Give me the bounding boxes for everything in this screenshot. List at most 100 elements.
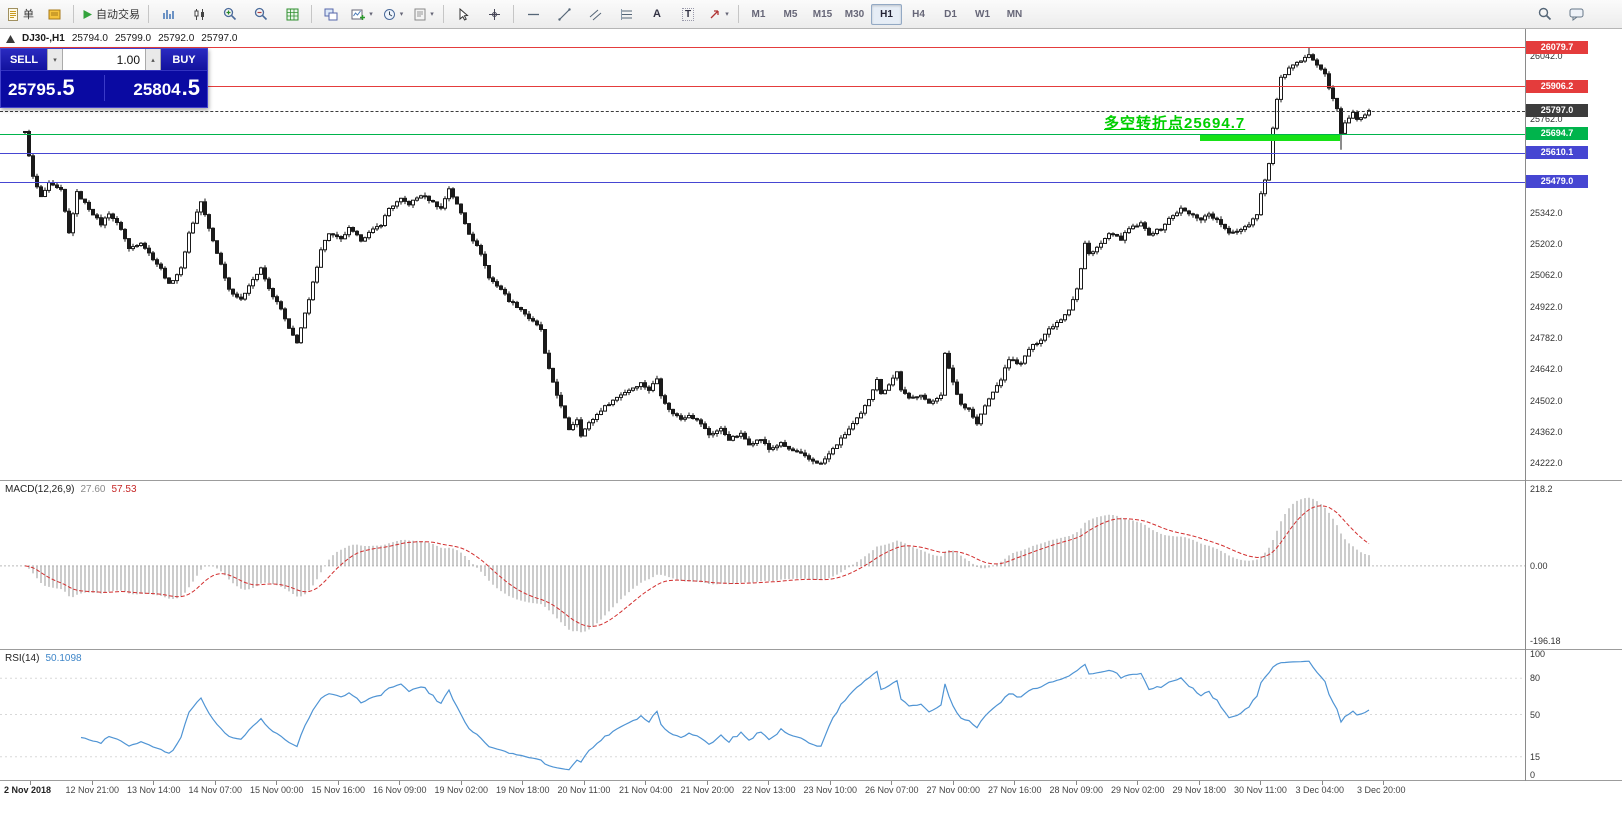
- rsi-canvas[interactable]: [0, 650, 1525, 780]
- timeframe-w1-button[interactable]: W1: [975, 8, 990, 20]
- time-axis[interactable]: 2 Nov 2018 12 Nov 21:00 13 Nov 14:00 14 Nov…: [0, 781, 1622, 823]
- macd-axis-top: 218.2: [1530, 484, 1553, 494]
- horizontal-level-line[interactable]: [0, 152, 1525, 154]
- crosshair-button[interactable]: [479, 2, 509, 26]
- trade-panel-divider: [103, 75, 105, 101]
- trendline-tool-button[interactable]: [549, 2, 579, 26]
- search-button[interactable]: [1530, 2, 1560, 26]
- timeframe-h1-button[interactable]: H1: [871, 3, 902, 25]
- time-axis-tick: [153, 781, 154, 785]
- zoom-in-icon: [223, 7, 237, 21]
- time-axis-label: 21 Nov 20:00: [680, 785, 735, 795]
- tile-windows-icon: [324, 8, 338, 20]
- price-axis-tick: 26042.0: [1530, 50, 1563, 61]
- timeframe-m15-button[interactable]: M15: [812, 8, 833, 20]
- label-tool-button[interactable]: T: [673, 2, 703, 26]
- text-tool-icon: A: [653, 8, 661, 20]
- rsi-axis-tick: 100: [1530, 649, 1546, 659]
- horizontal-level-line[interactable]: [0, 133, 1525, 135]
- toolbar-separator: [738, 5, 739, 23]
- period-button[interactable]: ▾: [378, 2, 408, 26]
- panel-separator[interactable]: [0, 480, 1622, 481]
- time-axis-tick: [706, 781, 708, 785]
- fibonacci-icon: [620, 8, 632, 20]
- market-watch-button[interactable]: [39, 2, 69, 26]
- new-order-label: 单: [23, 9, 34, 21]
- time-axis-label: 21 Nov 04:00: [619, 785, 673, 795]
- ohlc-close: 25797.0: [201, 33, 238, 44]
- channel-tool-button[interactable]: [580, 2, 610, 26]
- buy-price-pips: .5: [181, 75, 200, 100]
- macd-panel[interactable]: MACD(12,26,9) 27.60 57.53 218.2 0.00 -19…: [0, 481, 1622, 649]
- trendline-icon: [557, 7, 571, 21]
- time-axis-tick: [1137, 781, 1138, 785]
- time-axis-tick: [583, 781, 585, 785]
- rsi-axis-tick: 80: [1530, 673, 1541, 684]
- lot-decrease-button[interactable]: ▾: [47, 49, 63, 70]
- rsi-axis-tick: 15: [1530, 751, 1541, 762]
- horizontal-line-tool-button[interactable]: [518, 2, 548, 26]
- autotrading-button[interactable]: 自动交易: [78, 2, 144, 26]
- macd-axis-bottom: -196.18: [1530, 636, 1561, 646]
- toolbar-separator: [311, 5, 312, 23]
- timeframe-m30-button[interactable]: M30: [844, 8, 865, 20]
- candlestick-canvas[interactable]: [0, 28, 1525, 480]
- horizontal-line-icon: [527, 13, 539, 15]
- tile-windows-button[interactable]: [316, 2, 346, 26]
- horizontal-level-line[interactable]: [0, 47, 1525, 49]
- macd-canvas[interactable]: [0, 481, 1525, 649]
- timeframe-m5-button[interactable]: M5: [783, 8, 798, 20]
- time-axis-tick: [952, 781, 954, 785]
- time-axis-tick: [1198, 781, 1200, 785]
- time-axis-label: 15 Nov 16:00: [311, 785, 366, 795]
- indicators-button[interactable]: [277, 2, 307, 26]
- time-axis-label: 20 Nov 11:00: [557, 785, 611, 795]
- candlestick-chart-button[interactable]: [184, 2, 214, 26]
- macd-axis-zero: 0.00: [1530, 560, 1548, 571]
- price-axis-tick: 24502.0: [1530, 395, 1563, 406]
- symbol-icon: [6, 34, 15, 43]
- rsi-panel[interactable]: RSI(14) 50.1098 100 80 50 15 0: [0, 649, 1622, 780]
- zoom-in-button[interactable]: [215, 2, 245, 26]
- new-chart-button[interactable]: ▾: [347, 2, 377, 26]
- time-axis-label: 14 Nov 07:00: [188, 785, 243, 795]
- cursor-button[interactable]: [448, 2, 478, 26]
- time-axis-label: 15 Nov 00:00: [250, 785, 304, 795]
- timeframe-mn-button[interactable]: MN: [1006, 8, 1023, 20]
- lot-increase-button[interactable]: ▴: [145, 49, 161, 70]
- horizontal-level-line[interactable]: [0, 181, 1525, 183]
- horizontal-level-line[interactable]: [0, 86, 1525, 88]
- bar-chart-button[interactable]: [153, 2, 183, 26]
- buy-button[interactable]: BUY: [161, 49, 207, 70]
- arrow-tool-icon: [710, 10, 719, 19]
- text-tool-button[interactable]: A: [642, 2, 672, 26]
- new-order-icon: [8, 7, 18, 21]
- timeframe-h4-button[interactable]: H4: [912, 8, 925, 20]
- lot-size-input[interactable]: 1.00: [63, 49, 145, 70]
- zoom-out-icon: [254, 7, 268, 21]
- template-button[interactable]: ▾: [409, 2, 439, 26]
- chat-button[interactable]: [1561, 2, 1591, 26]
- time-axis-tick: [276, 781, 277, 785]
- panel-separator[interactable]: [0, 649, 1622, 650]
- time-axis-label: 16 Nov 09:00: [373, 785, 427, 795]
- price-tag: 25479.0: [1526, 175, 1588, 189]
- time-axis-label: 22 Nov 13:00: [742, 785, 796, 795]
- price-chart-panel[interactable]: DJ30-,H1 25794.0 25799.0 25792.0 25797.0…: [0, 28, 1622, 480]
- symbol-name: DJ30-,H1: [22, 33, 65, 44]
- zoom-out-button[interactable]: [246, 2, 276, 26]
- price-tag: 25610.1: [1526, 146, 1588, 159]
- current-price[interactable]: [0, 110, 1525, 112]
- sell-price[interactable]: 25795 .5: [1, 75, 104, 101]
- time-axis-label: 26 Nov 07:00: [865, 785, 919, 795]
- sell-label: SELL: [9, 53, 39, 66]
- new-order-button[interactable]: 单: [3, 2, 38, 26]
- timeframe-group: M1 M5 M15 M30 H1 H4 D1 W1 MN: [743, 3, 1030, 25]
- buy-price[interactable]: 25804 .5: [105, 75, 208, 101]
- panel-separator[interactable]: [0, 780, 1622, 781]
- timeframe-m1-button[interactable]: M1: [751, 8, 766, 20]
- timeframe-d1-button[interactable]: D1: [944, 8, 957, 20]
- arrows-tool-button[interactable]: ▾: [704, 2, 734, 26]
- fibonacci-tool-button[interactable]: [611, 2, 641, 26]
- sell-button[interactable]: SELL: [1, 49, 47, 70]
